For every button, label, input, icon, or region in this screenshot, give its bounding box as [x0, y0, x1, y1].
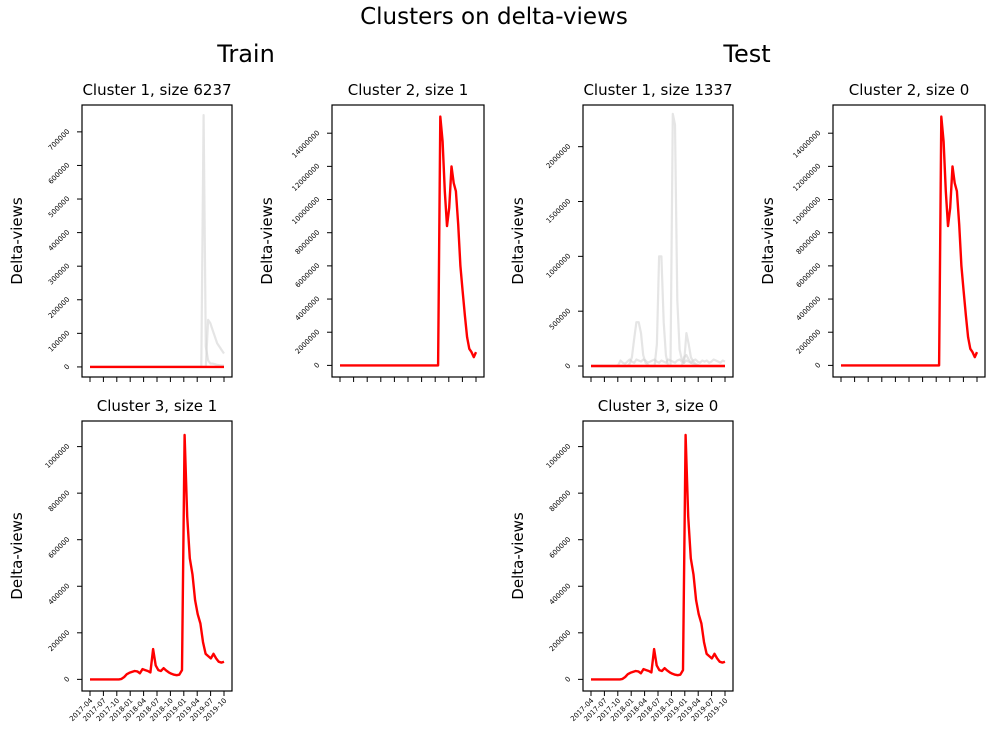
y-tick-label: 2000000	[545, 142, 573, 170]
axes-frame	[331, 104, 485, 378]
y-tick-label: 1000000	[545, 442, 573, 470]
y-tick-label: 14000000	[792, 129, 823, 160]
y-tick-label: 1500000	[545, 197, 573, 225]
y-tick-label: 400000	[548, 582, 573, 607]
subplot-title: Cluster 2, size 0	[849, 81, 969, 99]
centroid-series-line	[841, 115, 979, 367]
y-tick-label: 10000000	[291, 195, 322, 226]
member-series-line	[591, 112, 725, 368]
figure-title: Clusters on delta-views	[360, 4, 628, 30]
y-axis-label: Delta-views	[8, 512, 26, 600]
y-tick-label: 1000000	[44, 442, 72, 470]
y-tick-label: 14000000	[291, 129, 322, 160]
y-tick-label: 0	[564, 675, 573, 684]
y-tick-label: 400000	[47, 582, 72, 607]
y-tick-label: 8000000	[294, 228, 322, 256]
y-tick-label: 700000	[47, 128, 72, 153]
y-tick-label: 400000	[47, 228, 72, 253]
axes-frame	[832, 104, 986, 378]
subplot-test-c1: Cluster 1, size 1337 Delta-views 0 500000 10…	[509, 81, 734, 382]
centroid-series-line	[90, 433, 225, 681]
subplot-title: Cluster 3, size 1	[97, 397, 217, 415]
y-tick-label: 12000000	[291, 162, 322, 193]
y-tick-label: 8000000	[795, 228, 823, 256]
y-tick-label: 0	[313, 361, 322, 370]
y-tick-label: 0	[63, 363, 72, 372]
y-axis-label: Delta-views	[509, 197, 527, 285]
y-tick-label: 300000	[47, 262, 72, 287]
y-tick-label: 200000	[47, 629, 72, 654]
y-tick-label: 6000000	[795, 262, 823, 290]
y-tick-label: 4000000	[294, 295, 322, 323]
subplot-test-c2: Cluster 2, size 0 Delta-views 0 2000000 4000…	[759, 81, 986, 382]
y-tick-label: 0	[564, 362, 573, 371]
y-tick-label: 4000000	[795, 295, 823, 323]
group-title-train: Train	[217, 40, 275, 68]
axes-frame	[582, 420, 734, 692]
y-tick-label: 600000	[548, 535, 573, 560]
y-tick-label: 200000	[47, 296, 72, 321]
y-tick-label: 12000000	[792, 162, 823, 193]
y-axis-label: Delta-views	[8, 197, 26, 285]
y-tick-label: 10000000	[792, 195, 823, 226]
y-tick-label: 0	[814, 361, 823, 370]
y-axis-label: Delta-views	[759, 197, 777, 285]
y-tick-label: 600000	[47, 535, 72, 560]
y-tick-label: 2000000	[294, 328, 322, 356]
member-series-line	[90, 113, 224, 368]
y-tick-label: 200000	[548, 629, 573, 654]
y-tick-label: 100000	[47, 329, 72, 354]
centroid-series-line	[591, 433, 726, 681]
axes-frame	[81, 420, 233, 692]
y-axis-label: Delta-views	[509, 512, 527, 600]
subplot-title: Cluster 2, size 1	[348, 81, 468, 99]
y-tick-label: 600000	[47, 161, 72, 186]
y-tick-label: 800000	[548, 489, 573, 514]
y-tick-label: 6000000	[294, 262, 322, 290]
axes-frame	[81, 104, 233, 378]
subplot-test-c3: Cluster 3, size 0 Delta-views 0 200000 40000…	[509, 397, 734, 723]
y-tick-label: 500000	[548, 307, 573, 332]
y-axis-label: Delta-views	[258, 197, 276, 285]
y-tick-label: 500000	[47, 195, 72, 220]
subplot-title: Cluster 3, size 0	[598, 397, 718, 415]
centroid-series-line	[340, 115, 478, 367]
subplot-train-c1: Cluster 1, size 6237 Delta-views 0 100000 20…	[8, 81, 233, 382]
y-tick-label: 0	[63, 675, 72, 684]
y-tick-label: 800000	[47, 489, 72, 514]
subplot-title: Cluster 1, size 1337	[583, 81, 732, 99]
group-title-test: Test	[723, 40, 771, 68]
subplot-train-c3: Cluster 3, size 1 Delta-views 0 200000 40000…	[8, 397, 233, 723]
y-tick-label: 2000000	[795, 328, 823, 356]
subplot-train-c2: Cluster 2, size 1 Delta-views 0 2000000 4000…	[258, 81, 485, 382]
member-series-line	[90, 318, 225, 368]
y-tick-label: 1000000	[545, 252, 573, 280]
subplot-title: Cluster 1, size 6237	[82, 81, 231, 99]
